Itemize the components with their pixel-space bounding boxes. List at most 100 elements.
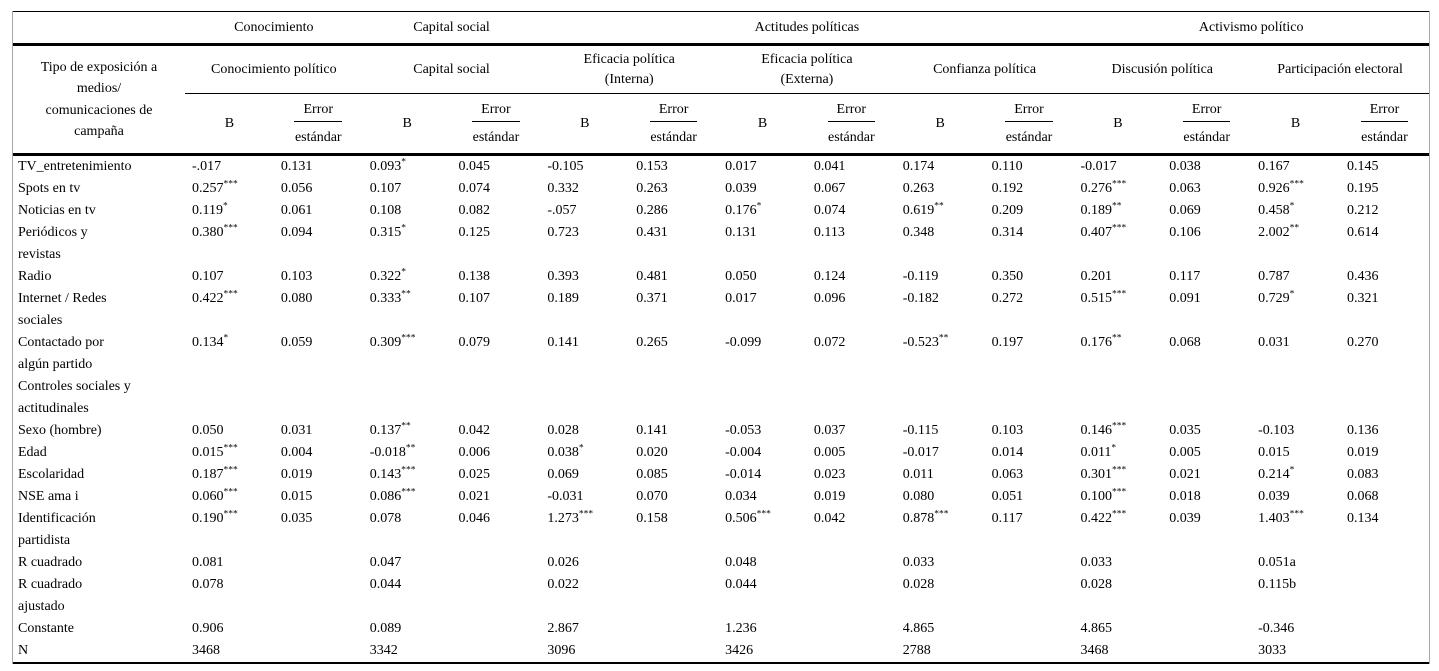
se-value-cell [1162,574,1251,618]
row-label-line: Escolaridad [18,467,85,482]
significance-stars: *** [223,465,238,476]
significance-stars: *** [756,509,771,520]
error-header: Error [452,94,541,122]
b-value-cell: 0.119* [185,200,274,222]
value-text: 1.273 [547,511,579,526]
b-value-cell: 0.022 [547,577,579,592]
b-value-cell: -0.004 [725,445,762,460]
significance-stars: *** [223,487,238,498]
significance-stars: *** [1111,289,1127,300]
se-value-cell: 0.025 [458,467,491,482]
row-label: Contactado por algún partido [13,332,185,376]
se-value-cell [274,574,363,618]
b-value-cell: 0.141 [547,335,579,350]
corner-title-line: campaña [74,124,124,139]
value-text: 0.060 [192,489,224,504]
row-label-line: algún partido [18,357,93,372]
coefficient-b-header: B [362,93,452,156]
b-value-cell: 0.107 [369,181,402,196]
b-value-cell: 0.348 [902,225,935,240]
se-value-cell: 0.103 [280,269,313,284]
significance-stars: *** [401,465,416,476]
corner-title-line: comunicaciones de [45,102,153,118]
model-header-line: Conocimiento político [211,61,337,77]
se-value-cell [985,618,1074,640]
se-value-cell: 0.083 [1346,467,1379,482]
value-text: 0.315 [369,225,402,240]
b-value-cell: 0.039 [1258,489,1290,504]
significance-stars: * [222,201,228,212]
b-value-cell: -0.014 [725,467,762,482]
b-value-cell: 0.069 [547,467,579,482]
se-value-cell [274,552,363,574]
row-label: Noticias en tv [13,200,185,222]
significance-stars: *** [1111,179,1127,190]
se-value-cell: 0.110 [991,159,1023,174]
error-header-top: Error [649,102,698,122]
b-value-cell: 0.619** [896,200,985,222]
row-label-line: NSE ama i [18,489,79,504]
b-value-cell [1251,376,1340,420]
b-value-cell: 0.506*** [718,508,807,552]
value-text: 0.257 [192,181,224,196]
b-value-cell: 3033 [1258,643,1287,658]
value-text: -0.018 [369,445,406,460]
b-value-cell: 0.407*** [1073,222,1162,266]
b-value-cell: 0.033 [1080,555,1112,570]
b-value-cell: 0.257*** [185,178,274,200]
model-header: Participación electoral [1251,44,1429,94]
se-value-cell [629,552,718,574]
b-value-cell: 0.015*** [185,442,274,464]
b-value-cell: 0.729* [1251,288,1340,332]
se-value-cell [274,640,363,663]
table-header: Conocimiento Capital social Actitudes polí… [13,11,1429,156]
se-value-cell: 0.321 [1346,291,1379,306]
b-value-cell: 0.190*** [185,508,274,552]
error-header-top: Error [827,102,876,122]
row-label: Sexo (hombre) [13,420,185,442]
group-header: Activismo político [1073,11,1429,46]
se-value-cell: 0.212 [1346,203,1379,218]
value-text: 1.403 [1258,511,1290,526]
error-header-bottom: estándar [984,122,1074,156]
se-value-cell: 0.145 [1346,159,1379,174]
table-row: TV_entretenimiento -.017 0.131 0.093* 0.045 -… [13,155,1429,179]
se-value-cell: 0.350 [991,269,1024,284]
value-text: 0.276 [1080,181,1112,196]
table-row: Contactado por algún partido 0.134* 0.059 0.… [13,332,1429,376]
model-header-line: Capital social [413,61,490,77]
se-value-cell [807,618,896,640]
b-value-cell: 0.309*** [363,332,452,376]
significance-stars: * [756,201,762,212]
error-header: Error [1340,94,1429,122]
b-value-cell: -0.103 [1258,423,1295,438]
se-value-cell [452,552,541,574]
model-header: Conocimiento político [185,44,363,94]
row-label: N [13,640,185,663]
b-value-cell: 0.028 [547,423,579,438]
b-value-cell [1073,376,1162,420]
row-label-line: sociales [18,313,63,328]
se-value-cell: 0.006 [458,445,491,460]
value-text: 0.093 [369,159,402,174]
significance-stars: *** [223,443,238,454]
se-value-cell [629,574,718,618]
error-header-bottom: estándar [1339,122,1429,156]
model-header: Capital social [362,44,541,94]
b-value-cell: 0.322* [363,266,452,288]
se-value-cell [452,574,541,618]
b-value-cell: 0.047 [369,555,402,570]
row-label: Escolaridad [13,464,185,486]
b-value-cell: -0.346 [1258,621,1295,636]
value-text: 0.137 [369,423,402,438]
b-value-cell: 0.048 [725,555,757,570]
se-value-cell: 0.020 [636,445,668,460]
model-header: Eficacia política (Interna) [540,44,719,94]
b-value-cell: 2.867 [547,621,579,636]
row-label-line: ajustado [18,599,65,614]
b-value-cell: 0.034 [725,489,757,504]
b-value-cell: -0.017 [902,445,939,460]
b-value-cell: 0.906 [192,621,224,636]
b-value-cell: 0.031 [1258,335,1290,350]
se-value-cell: 0.117 [991,511,1023,526]
